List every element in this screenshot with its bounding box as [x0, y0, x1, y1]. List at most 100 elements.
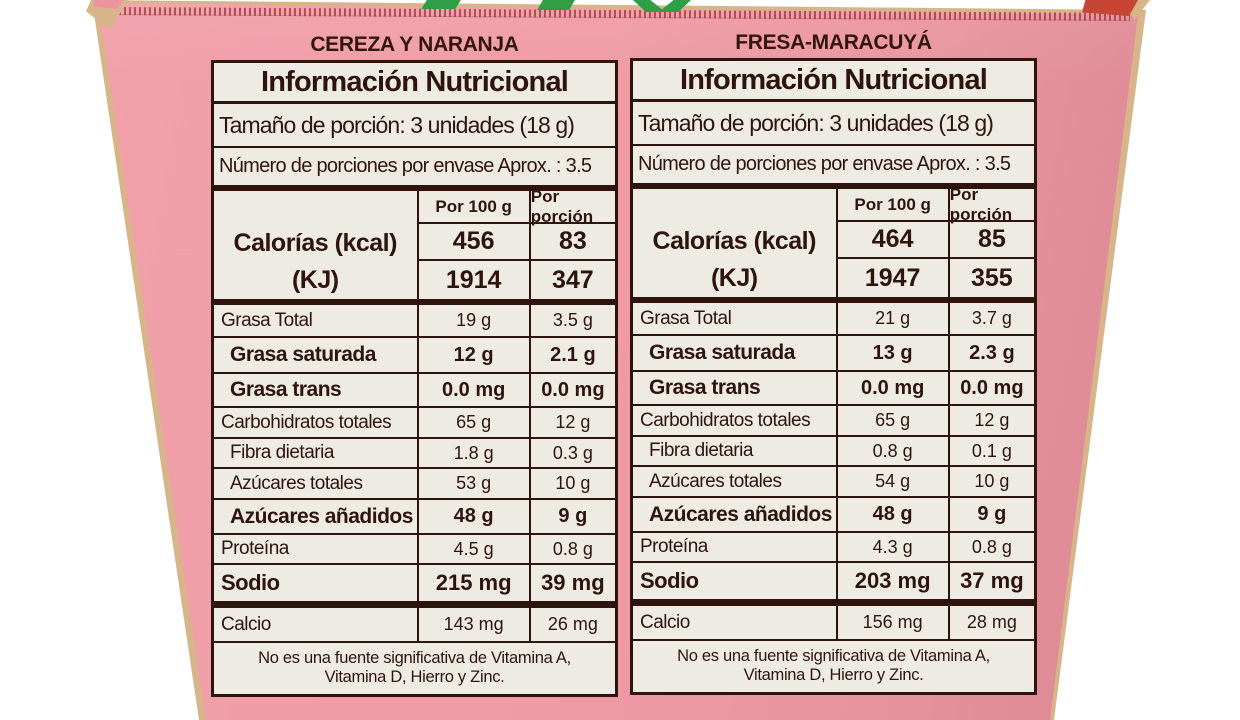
nutrient-name: Grasa saturada	[214, 338, 419, 372]
nutrient-portion: 0.1 g	[971, 440, 1012, 461]
nutrient-portion: 3.5 g	[552, 310, 593, 330]
calories-block: Calorías (kcal) (KJ) Por 100 g Por porci…	[214, 187, 615, 299]
nutrient-name: Grasa Total	[214, 305, 419, 336]
nutrient-per100: 143 mg	[419, 608, 531, 641]
nutrient-name: Fibra dietaria	[633, 437, 838, 465]
nutrient-portion: 12 g	[974, 410, 1010, 430]
serving-size: Tamaño de porción: 3 unidades (18 g)	[219, 111, 575, 138]
nutrient-name: Grasa saturada	[633, 336, 838, 370]
nutrient-per100: 13 g	[838, 336, 950, 370]
calories-kj-label: (KJ)	[291, 266, 339, 294]
nutrient-per100: 0.0 mg	[419, 374, 531, 406]
flavor-heading-cereza: CEREZA Y NARANJA	[310, 33, 519, 56]
nutrient-per100: 215 mg	[419, 565, 531, 601]
nutrient-portion: 37 mg	[960, 568, 1024, 593]
footnote-line1: No es una fuente significativa de Vitami…	[258, 649, 571, 667]
nutrient-portion: 10 g	[974, 471, 1010, 491]
nutrient-per100: 54 g	[838, 467, 950, 496]
nutrient-per100: 21 g	[838, 303, 950, 334]
nutrient-per100: 1.8 g	[419, 439, 531, 467]
nutrient-name: Fibra dietaria	[214, 439, 419, 467]
calories-kcal-label: Calorías (kcal)	[233, 229, 398, 257]
nutrient-portion: 0.0 mg	[960, 376, 1024, 399]
nutrient-row: Proteína 4.5 g 0.8 g	[214, 533, 615, 563]
nutrient-name: Sodio	[633, 563, 838, 599]
nutrient-row: Proteína 4.3 g 0.8 g	[633, 531, 1034, 561]
nutrient-portion: 0.0 mg	[541, 378, 605, 401]
nutrient-portion: 9 g	[977, 503, 1007, 525]
thick-divider	[214, 299, 615, 305]
nutrient-row: Azúcares añadidos 48 g 9 g	[633, 496, 1034, 531]
logo-fragment-icon	[537, 0, 575, 10]
nutrient-row: Grasa trans 0.0 mg 0.0 mg	[214, 372, 615, 406]
nutrient-per100: 65 g	[838, 406, 950, 435]
nutrient-row: Azúcares totales 54 g 10 g	[633, 465, 1034, 496]
flavor-heading-fresa: FRESA-MARACUYÁ	[735, 31, 932, 54]
nutrient-row: Grasa saturada 13 g 2.3 g	[633, 334, 1034, 370]
nutrient-row: Azúcares añadidos 48 g 9 g	[214, 498, 615, 533]
nutrient-row: Fibra dietaria 1.8 g 0.3 g	[214, 437, 615, 467]
column-header-portion: Por porción	[949, 185, 1034, 224]
nutrient-portion: 0.8 g	[552, 538, 593, 559]
nutrient-name: Carbohidratos totales	[633, 406, 838, 435]
nutrient-portion: 10 g	[555, 473, 591, 493]
nutrient-portion: 2.3 g	[969, 341, 1015, 364]
nutrient-per100: 0.8 g	[838, 437, 950, 465]
nutrient-name: Sodio	[214, 565, 419, 601]
kcal-per100: 464	[837, 222, 950, 259]
kj-portion: 355	[971, 263, 1013, 292]
nutrient-row: Grasa saturada 12 g 2.1 g	[214, 336, 615, 372]
nutrient-per100: 48 g	[838, 498, 950, 531]
nutrient-row: Grasa Total 19 g 3.5 g	[214, 305, 615, 336]
kcal-per100: 456	[418, 224, 531, 261]
nutrient-portion: 3.7 g	[971, 308, 1012, 328]
nutrient-name: Proteína	[633, 533, 838, 561]
nutrient-portion: 0.8 g	[971, 536, 1012, 557]
nutrient-portion: 0.3 g	[552, 442, 593, 463]
calories-block: Calorías (kcal) (KJ) Por 100 g Por porci…	[633, 185, 1034, 297]
nutrient-row: Carbohidratos totales 65 g 12 g	[214, 406, 615, 437]
nutrient-name: Grasa trans	[214, 374, 419, 406]
footnote-line2: Vitamina D, Hierro y Zinc.	[324, 668, 505, 686]
nutrient-portion: 12 g	[555, 412, 591, 432]
label-title: Información Nutricional	[633, 61, 1034, 102]
nutrient-per100: 4.3 g	[838, 533, 950, 561]
kcal-portion: 83	[530, 224, 615, 261]
nutrient-row: Grasa trans 0.0 mg 0.0 mg	[633, 370, 1034, 404]
nutrient-per100: 65 g	[419, 408, 531, 437]
nutrient-portion: 9 g	[558, 505, 588, 527]
nutrient-name: Carbohidratos totales	[214, 408, 419, 437]
nutrient-name: Calcio	[633, 606, 838, 639]
column-header-per100: Por 100 g	[837, 189, 950, 222]
nutrient-name: Azúcares totales	[633, 467, 838, 496]
calories-label: Calorías (kcal) (KJ)	[214, 191, 419, 299]
footnote: No es una fuente significativa de Vitami…	[633, 639, 1034, 692]
nutrient-portion: 26 mg	[547, 614, 598, 634]
thick-divider	[633, 183, 1034, 189]
kj-portion: 347	[552, 265, 594, 294]
nutrient-per100: 48 g	[419, 500, 531, 533]
kj-per100: 1914	[419, 261, 531, 299]
nutrient-name: Calcio	[214, 608, 419, 641]
nutrient-name: Azúcares totales	[214, 469, 419, 498]
servings-per-container: Número de porciones por envase Aprox. : …	[214, 146, 615, 185]
box-corner-flap	[1082, 0, 1138, 16]
nutrient-name: Grasa trans	[633, 372, 838, 404]
column-header-portion: Por porción	[530, 187, 615, 226]
nutrient-name: Proteína	[214, 535, 419, 563]
nutrient-name: Grasa Total	[633, 303, 838, 334]
footnote-line2: Vitamina D, Hierro y Zinc.	[743, 666, 924, 684]
thick-divider	[633, 297, 1034, 303]
label-title: Información Nutricional	[214, 63, 615, 104]
serving-size: Tamaño de porción: 3 unidades (18 g)	[638, 109, 994, 136]
calories-kj-label: (KJ)	[710, 264, 758, 292]
nutrient-row: Calcio 143 mg 26 mg	[214, 608, 615, 641]
nutrient-per100: 12 g	[419, 338, 531, 372]
nutrient-row: Fibra dietaria 0.8 g 0.1 g	[633, 435, 1034, 465]
nutrition-label-fresa: Información Nutricional Tamaño de porció…	[630, 58, 1037, 695]
kcal-portion: 85	[949, 222, 1034, 259]
nutrient-row: Grasa Total 21 g 3.7 g	[633, 303, 1034, 334]
nutrient-row: Sodio 203 mg 37 mg	[633, 561, 1034, 599]
servings-per-container: Número de porciones por envase Aprox. : …	[633, 144, 1034, 183]
